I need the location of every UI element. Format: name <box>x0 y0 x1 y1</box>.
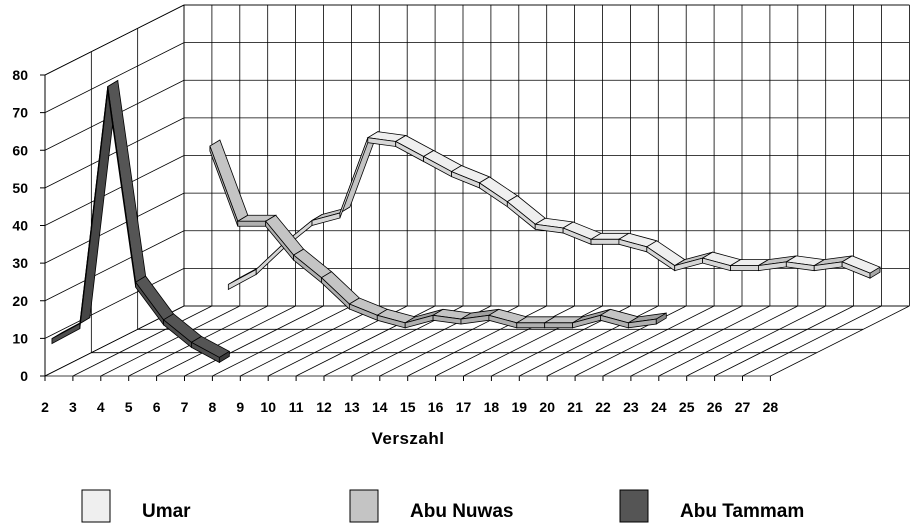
y-tick-label: 20 <box>12 293 28 309</box>
x-tick-label: 4 <box>97 399 105 415</box>
ribbon-edge <box>590 238 620 245</box>
gridline-floor-diagonal <box>630 305 771 377</box>
x-tick-label: 26 <box>707 399 723 415</box>
x-tick-label: 17 <box>456 399 472 415</box>
x-axis-label: Verszahl <box>372 429 445 448</box>
ribbon-edge <box>255 242 285 276</box>
gridline-floor-diagonal <box>574 305 715 377</box>
x-tick-label: 27 <box>735 399 751 415</box>
x-tick-label: 14 <box>372 399 388 415</box>
legend-item-abu-nuwas: Abu Nuwas <box>349 489 513 523</box>
ribbon-edge <box>730 265 759 272</box>
ribbon-edge <box>227 268 257 291</box>
gridline-floor-diagonal <box>100 305 240 377</box>
x-tick-label: 2 <box>41 399 49 415</box>
y-tick-label: 40 <box>12 218 28 234</box>
gridline-side-diagonal <box>44 268 185 339</box>
ribbon-endcap <box>869 266 881 279</box>
x-tick-label: 10 <box>260 399 276 415</box>
x-tick-label: 7 <box>181 399 189 415</box>
gridline-side-diagonal <box>44 155 185 226</box>
legend-label: Umar <box>142 501 191 522</box>
legend: Umar Abu Nuwas Abu Tammam <box>81 489 804 523</box>
x-tick-label: 15 <box>400 399 416 415</box>
x-tick-label: 13 <box>344 399 360 415</box>
x-tick-label: 6 <box>153 399 161 415</box>
x-tick-label: 24 <box>651 399 667 415</box>
legend-label: Abu Nuwas <box>410 501 513 522</box>
series-abu-tammam <box>51 79 231 364</box>
y-tick-label: 10 <box>12 330 28 346</box>
legend-swatch <box>619 489 649 523</box>
x-tick-label: 23 <box>623 399 639 415</box>
x-tick-label: 20 <box>539 399 555 415</box>
x-tick-label: 9 <box>236 399 244 415</box>
ribbon-edge <box>51 322 81 345</box>
x-tick-label: 8 <box>209 399 217 415</box>
x-tick-label: 16 <box>428 399 444 415</box>
gridline-side-diagonal <box>44 117 185 189</box>
ribbon-edge <box>79 86 109 329</box>
series-abu-nuwas <box>209 139 667 329</box>
y-tick-label: 80 <box>12 67 28 83</box>
legend-item-abu-tammam: Abu Tammam <box>619 489 804 523</box>
y-axis-ticks: 0 10 20 30 40 50 60 70 80 <box>12 67 28 384</box>
y-tick-label: 60 <box>12 142 28 158</box>
y-tick-label: 50 <box>12 180 28 196</box>
legend-swatch <box>81 489 111 523</box>
x-tick-label: 18 <box>484 399 500 415</box>
gridline-floor-diagonal <box>72 305 213 377</box>
gridline-side-top <box>44 4 185 76</box>
gridline-floor-diagonal <box>686 305 826 377</box>
ribbon-face <box>209 139 249 222</box>
gridline-side-diagonal <box>44 192 185 264</box>
gridline-floor-diagonal <box>742 305 882 377</box>
x-tick-label: 25 <box>679 399 695 415</box>
x-tick-label: 28 <box>763 399 779 415</box>
ribbon-endcap <box>655 312 667 325</box>
x-tick-label: 22 <box>595 399 611 415</box>
gridline-floor-diagonal <box>714 305 854 377</box>
x-tick-label: 5 <box>125 399 133 415</box>
gridline-floor-diagonal <box>212 305 352 377</box>
ribbon-edge <box>516 322 546 329</box>
gridline-floor-diagonal <box>156 305 296 377</box>
ribbon-edge <box>544 322 573 329</box>
gridline-floor-diagonal <box>658 305 798 377</box>
x-tick-label: 11 <box>289 399 304 415</box>
gridline-floor-diagonal <box>184 305 324 377</box>
gridline-side-diagonal <box>44 230 185 302</box>
x-tick-label: 3 <box>69 399 77 415</box>
gridline-side-diagonal <box>44 42 185 113</box>
ribbon-face <box>107 79 147 283</box>
x-tick-label: 12 <box>316 399 332 415</box>
ribbon-edge <box>339 137 369 219</box>
x-axis-ticks: 2 3 4 5 6 7 8 9 10 11 12 13 14 15 16 17 18 19 20 21 22 23 24 25… <box>41 399 778 415</box>
gridline-floor-diagonal <box>770 305 910 377</box>
ribbon-endcap <box>218 350 230 364</box>
legend-label: Abu Tammam <box>680 501 804 522</box>
x-tick-label: 21 <box>567 399 583 415</box>
y-tick-label: 70 <box>12 105 28 121</box>
ribbon-edge <box>237 220 267 227</box>
gridline-floor-diagonal <box>602 305 743 377</box>
x-tick-label: 19 <box>512 399 528 415</box>
legend-swatch <box>349 489 379 523</box>
series-group <box>51 79 881 364</box>
y-tick-label: 30 <box>12 255 28 271</box>
gridline-floor-diagonal <box>240 305 380 377</box>
legend-item-umar: Umar <box>81 489 191 523</box>
y-tick-label: 0 <box>20 368 28 384</box>
